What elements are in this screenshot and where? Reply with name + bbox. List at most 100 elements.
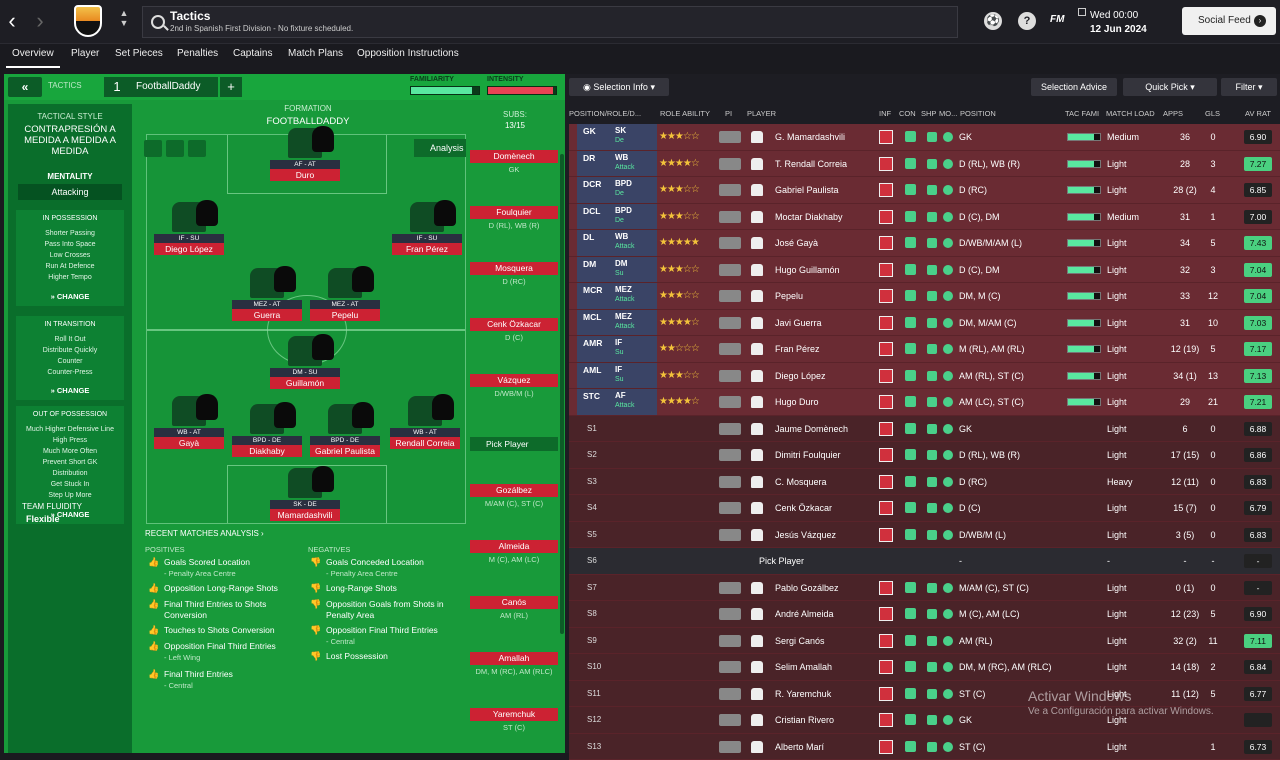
player-name[interactable]: Jaume Domènech bbox=[775, 416, 848, 442]
player-role[interactable]: BPD - DE bbox=[310, 436, 380, 445]
player-role[interactable]: DM - SU bbox=[270, 368, 340, 377]
bar-chart-icon[interactable] bbox=[166, 140, 184, 157]
player-instructions-icon[interactable] bbox=[719, 317, 741, 329]
player-name[interactable]: Diego López bbox=[775, 363, 826, 389]
mentality-select[interactable]: Attacking bbox=[18, 184, 122, 200]
player-name[interactable]: Selim Amallah bbox=[775, 654, 832, 680]
player-instructions-icon[interactable] bbox=[719, 370, 741, 382]
player-name[interactable]: Moctar Diakhaby bbox=[775, 204, 843, 230]
player-instructions-icon[interactable] bbox=[719, 529, 741, 541]
player-name[interactable]: Diakhaby bbox=[232, 445, 302, 457]
player-name[interactable]: Pepelu bbox=[310, 309, 380, 321]
tab-match-plans[interactable]: Match Plans bbox=[288, 48, 343, 59]
player-role[interactable]: IF - SU bbox=[154, 234, 224, 243]
player-name[interactable]: Pablo Gozálbez bbox=[775, 575, 839, 601]
player-name[interactable]: Hugo Guillamón bbox=[775, 257, 840, 283]
player-instructions-icon[interactable] bbox=[719, 211, 741, 223]
selection-info-button[interactable]: ◉ Selection Info ▾ bbox=[569, 78, 669, 96]
player-role[interactable]: SK - DE bbox=[270, 500, 340, 509]
player-name[interactable]: T. Rendall Correia bbox=[775, 151, 847, 177]
sub-name[interactable]: Yaremchuk bbox=[470, 708, 558, 721]
player-name[interactable]: Javi Guerra bbox=[775, 310, 822, 336]
player-instructions-icon[interactable] bbox=[719, 476, 741, 488]
back-arrow-icon[interactable]: ‹ bbox=[2, 10, 22, 34]
player-name[interactable]: Diego López bbox=[154, 243, 224, 255]
col-position-role[interactable]: POSITION/ROLE/D... bbox=[569, 109, 641, 118]
fm-logo[interactable]: FM bbox=[1050, 14, 1064, 25]
pick-player-select[interactable]: Pick Player bbox=[759, 548, 804, 574]
player-name[interactable]: Dimitri Foulquier bbox=[775, 442, 841, 468]
col-mo[interactable]: MO... bbox=[939, 109, 957, 118]
forward-arrow-icon[interactable]: › bbox=[30, 10, 50, 34]
filter-button[interactable]: Filter ▾ bbox=[1221, 78, 1277, 96]
add-tactic-button[interactable]: + bbox=[220, 77, 242, 97]
player-name[interactable]: Duro bbox=[270, 169, 340, 181]
player-instructions-icon[interactable] bbox=[719, 582, 741, 594]
player-role[interactable]: MEZ - AT bbox=[232, 300, 302, 309]
help-icon[interactable]: ? bbox=[1018, 12, 1036, 30]
player-name[interactable]: Cenk Özkacar bbox=[775, 495, 832, 521]
player-instructions-icon[interactable] bbox=[719, 688, 741, 700]
pick-player-button[interactable]: Pick Player bbox=[470, 437, 558, 451]
col-match-load[interactable]: MATCH LOAD bbox=[1106, 109, 1155, 118]
selection-advice-button[interactable]: Selection Advice bbox=[1031, 78, 1117, 96]
col-inf[interactable]: INF bbox=[879, 109, 891, 118]
player-instructions-icon[interactable] bbox=[719, 158, 741, 170]
col-gls[interactable]: GLS bbox=[1205, 109, 1220, 118]
player-name[interactable]: Jesús Vázquez bbox=[775, 522, 836, 548]
crest-switch-icon[interactable]: ▲▼ bbox=[118, 8, 130, 28]
col-position[interactable]: POSITION bbox=[960, 109, 996, 118]
col-con[interactable]: CON bbox=[899, 109, 916, 118]
person-view-icon[interactable] bbox=[144, 140, 162, 157]
tab-player[interactable]: Player bbox=[71, 48, 99, 59]
scrollbar[interactable] bbox=[560, 154, 564, 634]
player-instructions-icon[interactable] bbox=[719, 423, 741, 435]
sub-name[interactable]: Mosquera bbox=[470, 262, 558, 275]
tactic-name-select[interactable]: FootballDaddy bbox=[130, 77, 218, 97]
list-view-icon[interactable] bbox=[188, 140, 206, 157]
player-instructions-icon[interactable] bbox=[719, 741, 741, 753]
sub-name[interactable]: Cenk Özkacar bbox=[470, 318, 558, 331]
player-role[interactable]: IF - SU bbox=[392, 234, 462, 243]
player-instructions-icon[interactable] bbox=[719, 264, 741, 276]
recent-matches-analysis-link[interactable]: RECENT MATCHES ANALYSIS › bbox=[145, 529, 264, 538]
player-name[interactable]: Hugo Duro bbox=[775, 389, 819, 415]
collapse-button[interactable]: « bbox=[8, 77, 42, 97]
player-instructions-icon[interactable] bbox=[719, 343, 741, 355]
sub-name[interactable]: Domènech bbox=[470, 150, 558, 163]
tab-set-pieces[interactable]: Set Pieces bbox=[115, 48, 163, 59]
sub-name[interactable]: Gozálbez bbox=[470, 484, 558, 497]
sub-name[interactable]: Canós bbox=[470, 596, 558, 609]
tab-captains[interactable]: Captains bbox=[233, 48, 272, 59]
club-crest-icon[interactable] bbox=[74, 5, 102, 37]
player-name[interactable]: Fran Pérez bbox=[392, 243, 462, 255]
network-icon[interactable]: ⚽ bbox=[984, 12, 1002, 30]
player-name[interactable]: Guerra bbox=[232, 309, 302, 321]
player-instructions-icon[interactable] bbox=[719, 608, 741, 620]
col-pi[interactable]: PI bbox=[725, 109, 732, 118]
table-row[interactable]: GKGKSKDe★★★☆☆G. MamardashviliGKMedium360… bbox=[569, 124, 1280, 151]
quick-pick-button[interactable]: Quick Pick ▾ bbox=[1123, 78, 1217, 96]
formation-select[interactable]: FOOTBALLDADDY bbox=[248, 116, 368, 127]
sub-name[interactable]: Vázquez bbox=[470, 374, 558, 387]
